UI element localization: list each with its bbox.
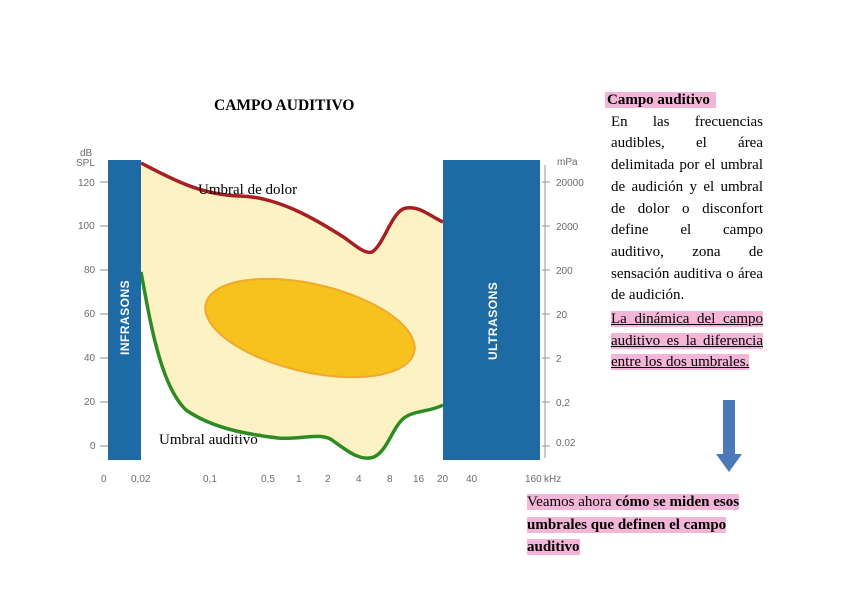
side-heading: Campo auditivo [605,92,716,108]
right-tick: 2 [556,354,562,365]
x-tick: 160 [525,474,542,485]
x-tick: 0,02 [131,474,151,485]
x-tick: 4 [356,474,362,485]
left-tick: 60 [84,309,96,320]
right-tick: 0,2 [556,398,570,409]
side-dynamic-text: La dinámica del campo auditivo es la dif… [611,309,763,374]
right-tick: 20 [556,310,568,321]
bottom-note-bold: cómo se miden esos umbrales que definen … [527,494,740,555]
x-axis-ticks: 0 0,02 0,1 0,5 1 2 4 8 16 20 40 160 kHz [101,474,561,485]
right-axis-ticks: 20000 2000 200 20 2 0,2 0,02 [556,178,584,449]
side-dynamic-highlight: La dinámica del campo auditivo es la dif… [611,311,763,371]
left-tick: 80 [84,265,96,276]
bottom-note: Veamos ahora cómo se miden esos umbrales… [527,491,763,559]
x-tick: 16 [413,474,425,485]
left-axis-unit-db: dB [80,148,93,159]
left-axis-unit-spl: SPL [76,158,95,169]
speech-zone-ellipse [204,277,416,379]
x-tick: 40 [466,474,478,485]
infrasound-band [108,160,141,460]
x-tick: 0,5 [261,474,275,485]
hearing-threshold-label: Umbral auditivo [159,432,258,448]
ultrasound-label: ULTRASONS [486,282,500,360]
left-tick: 40 [84,353,96,364]
left-tick: 120 [78,178,95,189]
right-tick: 2000 [556,222,579,233]
right-tick: 20000 [556,178,584,189]
side-body: En las frecuencias audibles, el área del… [611,113,763,304]
x-tick: 0,1 [203,474,217,485]
x-tick: 2 [325,474,331,485]
pain-threshold-label: Umbral de dolor [198,182,297,198]
left-axis-ticks: 120 100 80 60 40 20 0 [78,178,96,452]
hearing-threshold-curve [139,271,444,460]
x-tick: 0 [101,474,107,485]
left-tick: 0 [90,441,96,452]
side-text: Campo auditivo En las frecuencias audibl… [605,90,763,374]
infrasound-label: INFRASONS [118,280,132,355]
down-arrow-icon [716,400,742,472]
left-tick: 20 [84,397,96,408]
bottom-note-lead: Veamos ahora [527,494,616,510]
pain-threshold-curve [140,161,444,255]
right-axis-unit: mPa [557,157,578,168]
ultrasound-band [443,160,540,460]
x-tick: 1 [296,474,302,485]
x-axis-unit: kHz [544,474,561,485]
x-tick: 20 [437,474,449,485]
left-tick: 100 [78,221,95,232]
x-tick: 8 [387,474,393,485]
slide-title: CAMPO AUDITIVO [214,97,355,114]
right-tick: 0,02 [556,438,576,449]
right-tick: 200 [556,266,573,277]
